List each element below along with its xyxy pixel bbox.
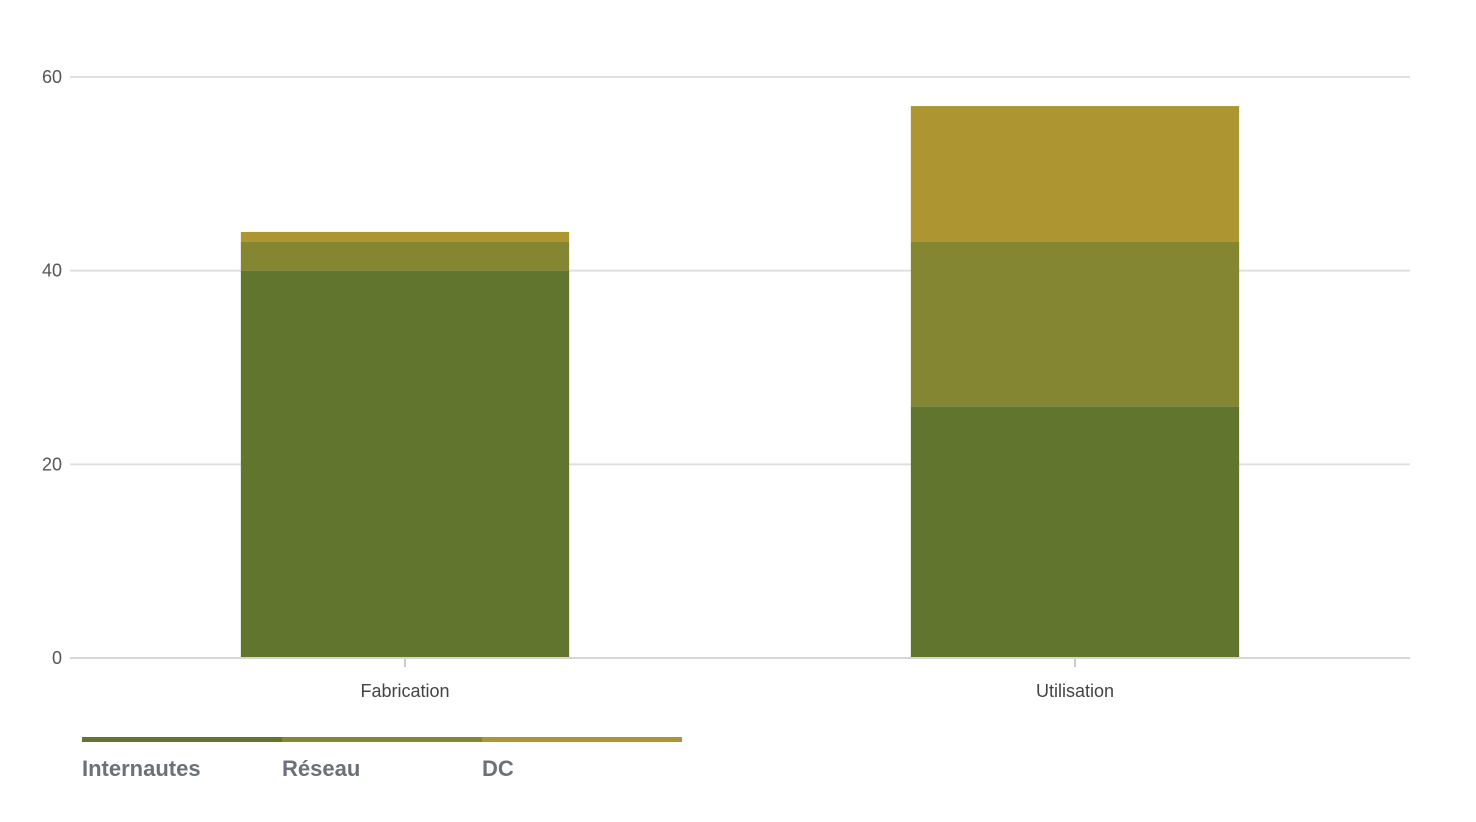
y-tick-label: 20 [42, 454, 62, 474]
legend-item-reseau[interactable]: Réseau [282, 737, 482, 782]
bar-utilisation-reseau [910, 241, 1240, 407]
bars [240, 106, 1240, 658]
bar-utilisation-dc [910, 106, 1240, 242]
legend-label: Internautes [82, 756, 201, 781]
x-tick-label: Fabrication [360, 681, 449, 701]
legend-swatch [82, 737, 282, 742]
bar-fabrication-internautes [240, 270, 570, 658]
x-tick-label: Utilisation [1036, 681, 1114, 701]
legend-label: Réseau [282, 756, 361, 781]
x-axis-labels: Fabrication Utilisation [360, 681, 1114, 701]
legend-item-dc[interactable]: DC [482, 737, 682, 782]
legend-swatch [482, 737, 682, 742]
bar-utilisation-internautes [910, 406, 1240, 658]
bar-fabrication-reseau [240, 241, 570, 271]
legend-label: DC [482, 756, 514, 781]
y-tick-label: 0 [52, 648, 62, 668]
legend: Internautes Réseau DC [82, 737, 682, 782]
x-axis [70, 657, 1410, 667]
y-tick-label: 40 [42, 261, 62, 281]
bar-fabrication-dc [240, 231, 570, 242]
y-axis-labels: 0 20 40 60 [42, 67, 62, 668]
y-tick-label: 60 [42, 67, 62, 87]
legend-swatch [282, 737, 482, 742]
legend-item-internautes[interactable]: Internautes [82, 737, 282, 782]
